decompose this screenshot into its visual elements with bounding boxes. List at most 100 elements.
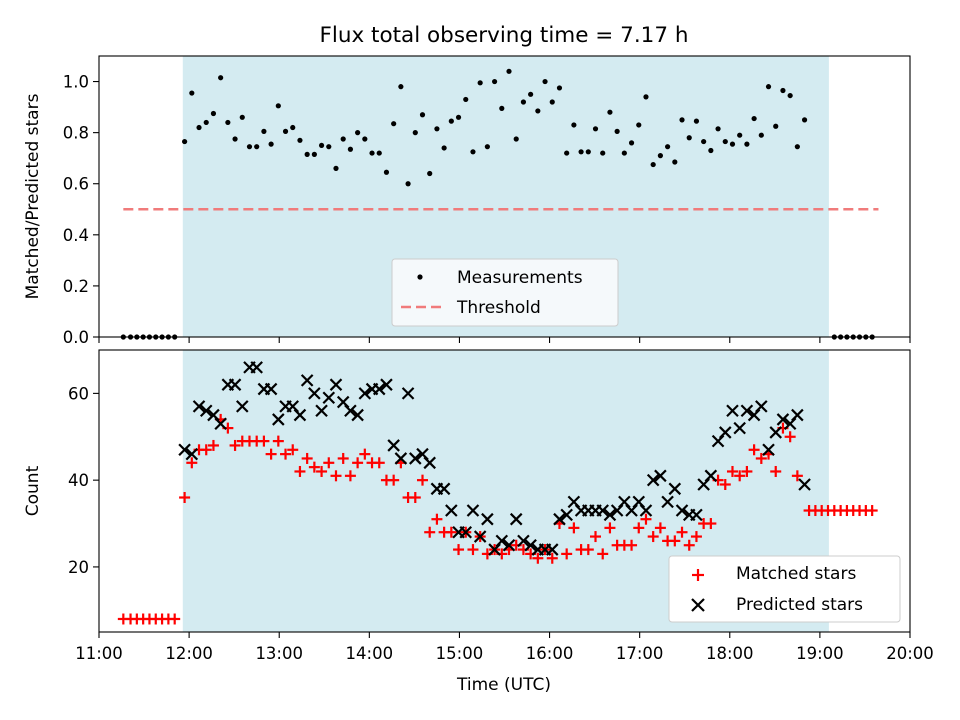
predicted-star-point [401,387,415,400]
measurement-point [196,124,202,131]
matched-star-point [784,431,796,443]
matched-star-point [294,465,306,477]
predicted-star-point [293,408,307,422]
matched-star-point [669,535,681,547]
xtick-label: 19:00 [796,644,844,663]
predicted-star-point [646,473,660,487]
ytick-label: 0.6 [63,175,89,194]
predicted-star-point [192,400,206,413]
measurement-point [585,149,591,155]
matched-star-point [301,452,313,464]
measurement-point [578,149,584,155]
measurement-point [455,114,462,120]
matched-star-point [258,435,270,447]
measurement-point [383,169,390,175]
xtick-label: 16:00 [526,644,574,663]
predicted-star-point [726,404,739,418]
matched-star-point [719,478,731,490]
matched-star-point [532,552,544,564]
predicted-star-point [740,404,754,418]
matched-star-point [582,544,594,556]
predicted-star-point [445,504,458,517]
matched-star-point [352,457,364,469]
measurement-point [477,80,483,86]
bottom-ylabel: Count [23,465,43,516]
matched-star-point [169,613,181,625]
matched-star-point [359,448,371,460]
measurement-point [340,136,346,142]
measurement-point [412,130,418,136]
measurement-point [499,105,505,111]
measurement-point [607,109,613,115]
legend-measurements-marker [417,274,423,280]
measurement-point [722,138,728,145]
predicted-star-point [776,413,790,426]
predicted-star-point [228,378,242,391]
ytick-label: 20 [68,558,89,577]
matched-star-point [424,526,436,538]
measurement-point [347,146,354,152]
measurement-point [391,121,397,127]
predicted-star-point [372,382,386,396]
predicted-star-point [690,508,703,522]
matched-star-point [640,513,652,525]
measurement-point [679,117,685,123]
measurement-point [737,132,743,138]
ytick-label: 60 [68,384,89,403]
predicted-star-point [351,408,364,422]
matched-star-point [330,470,342,482]
matched-star-point [676,526,688,538]
matched-star-point [229,439,241,451]
matched-star-point [770,465,782,477]
matched-star-point [272,435,284,447]
measurement-point [333,165,339,171]
measurement-point [686,135,692,141]
predicted-star-point [517,534,530,548]
top-panel: 0.0 0.2 0.4 0.6 0.8 1.0 Matched/Predicted sta… [23,55,911,347]
matched-star-point [186,457,198,469]
legend-matched-marker [692,569,704,581]
measurement-point [801,117,808,123]
predicted-star-point [481,512,494,526]
matched-star-point [416,474,428,486]
predicted-star-point [329,378,343,391]
predicted-star-point [495,534,509,548]
xtick-label: 18:00 [706,644,754,663]
measurement-point [787,92,793,99]
matched-star-point [683,539,695,551]
measurement-point [636,122,642,128]
matched-star-point [647,531,659,543]
measurement-point [513,136,519,142]
predicted-star-point [704,469,718,483]
measurement-point [441,145,447,151]
predicted-star-point [344,404,357,418]
matched-star-point [200,444,212,456]
measurement-point [210,110,217,117]
legend-predicted-marker [691,598,705,612]
measurement-point [556,85,563,91]
measurement-point [282,128,289,134]
measurement-point [398,84,404,90]
legend-measurements-label: Measurements [457,268,583,288]
measurement-point [239,114,245,120]
bottom-panel: 20 40 60 11:00 12:00 13:00 14:00 15:00 16:00 17:… [23,349,934,695]
measurement-point [297,137,303,143]
measurement-point [419,112,426,118]
top-axes-frame [98,55,911,338]
measurement-point [758,132,764,138]
matched-star-point [866,505,878,517]
predicted-star-point [409,452,422,465]
matched-star-point [316,465,328,477]
legend-matched-label: Matched stars [736,564,856,584]
predicted-star-point [675,504,689,517]
predicted-star-point [315,404,328,418]
measurement-point [693,118,700,124]
xtick-label: 11:00 [75,644,123,663]
bottom-legend: Matched stars Predicted stars [668,555,901,623]
measurement-point [182,138,188,145]
xtick-label: 12:00 [165,644,213,663]
ytick-label: 40 [68,471,89,490]
predicted-star-point [553,512,566,526]
predicted-star-point [185,447,199,461]
measurement-point [701,138,707,145]
